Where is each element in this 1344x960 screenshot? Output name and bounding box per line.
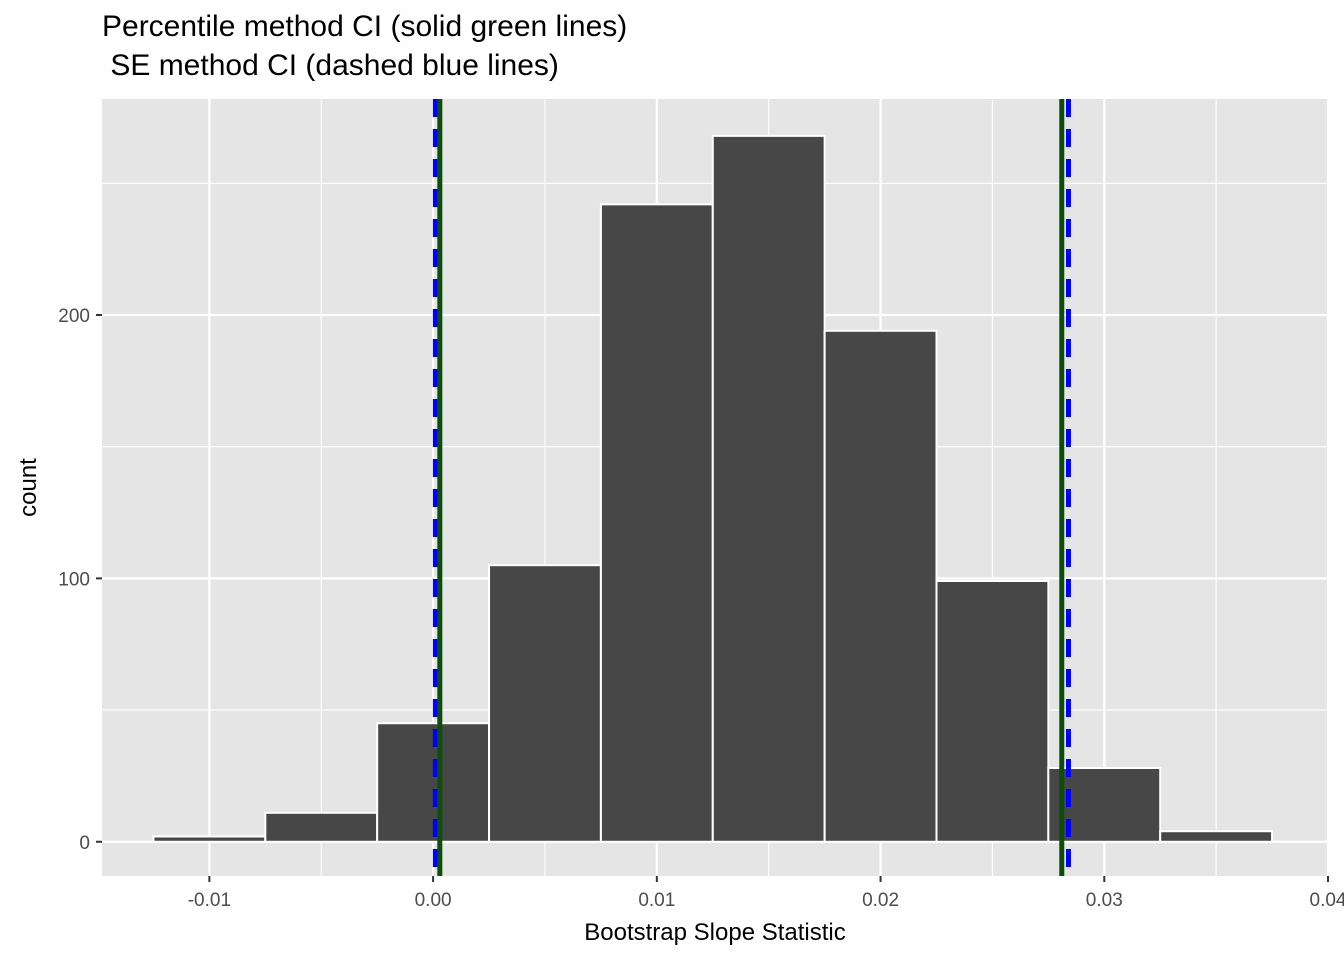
y-axis: 0 100 200 xyxy=(58,306,102,854)
x-tick-label: 0.01 xyxy=(638,890,675,911)
x-axis-title: Bootstrap Slope Statistic xyxy=(584,919,845,946)
histogram-bar xyxy=(823,329,938,843)
histogram-bar xyxy=(488,564,602,843)
y-tick-label: 100 xyxy=(58,569,90,590)
chart-title-line-1: Percentile method CI (solid green lines) xyxy=(102,10,628,43)
x-tick-label: 0.03 xyxy=(1086,890,1123,911)
histogram-bar xyxy=(599,203,714,843)
x-tick-label: -0.01 xyxy=(188,890,231,911)
y-tick-label: 0 xyxy=(79,833,90,854)
y-axis-title: count xyxy=(15,458,42,517)
histogram-bar xyxy=(1159,830,1274,843)
x-tick-label: 0.00 xyxy=(415,890,452,911)
histogram-bar xyxy=(264,811,379,843)
histogram-bar xyxy=(935,580,1050,843)
x-tick-label: 0.02 xyxy=(862,890,899,911)
x-tick-label: 0.04 xyxy=(1310,890,1344,911)
histogram-bar xyxy=(711,134,826,843)
histogram-bars xyxy=(152,134,1274,843)
chart-title-line-2: SE method CI (dashed blue lines) xyxy=(102,49,559,82)
y-tick-label: 200 xyxy=(58,306,90,327)
histogram-bar xyxy=(1047,767,1162,843)
histogram-bar xyxy=(152,835,267,843)
ci-lines xyxy=(432,99,1071,876)
x-axis: -0.01 0.00 0.01 0.02 0.03 0.04 xyxy=(188,876,1344,911)
